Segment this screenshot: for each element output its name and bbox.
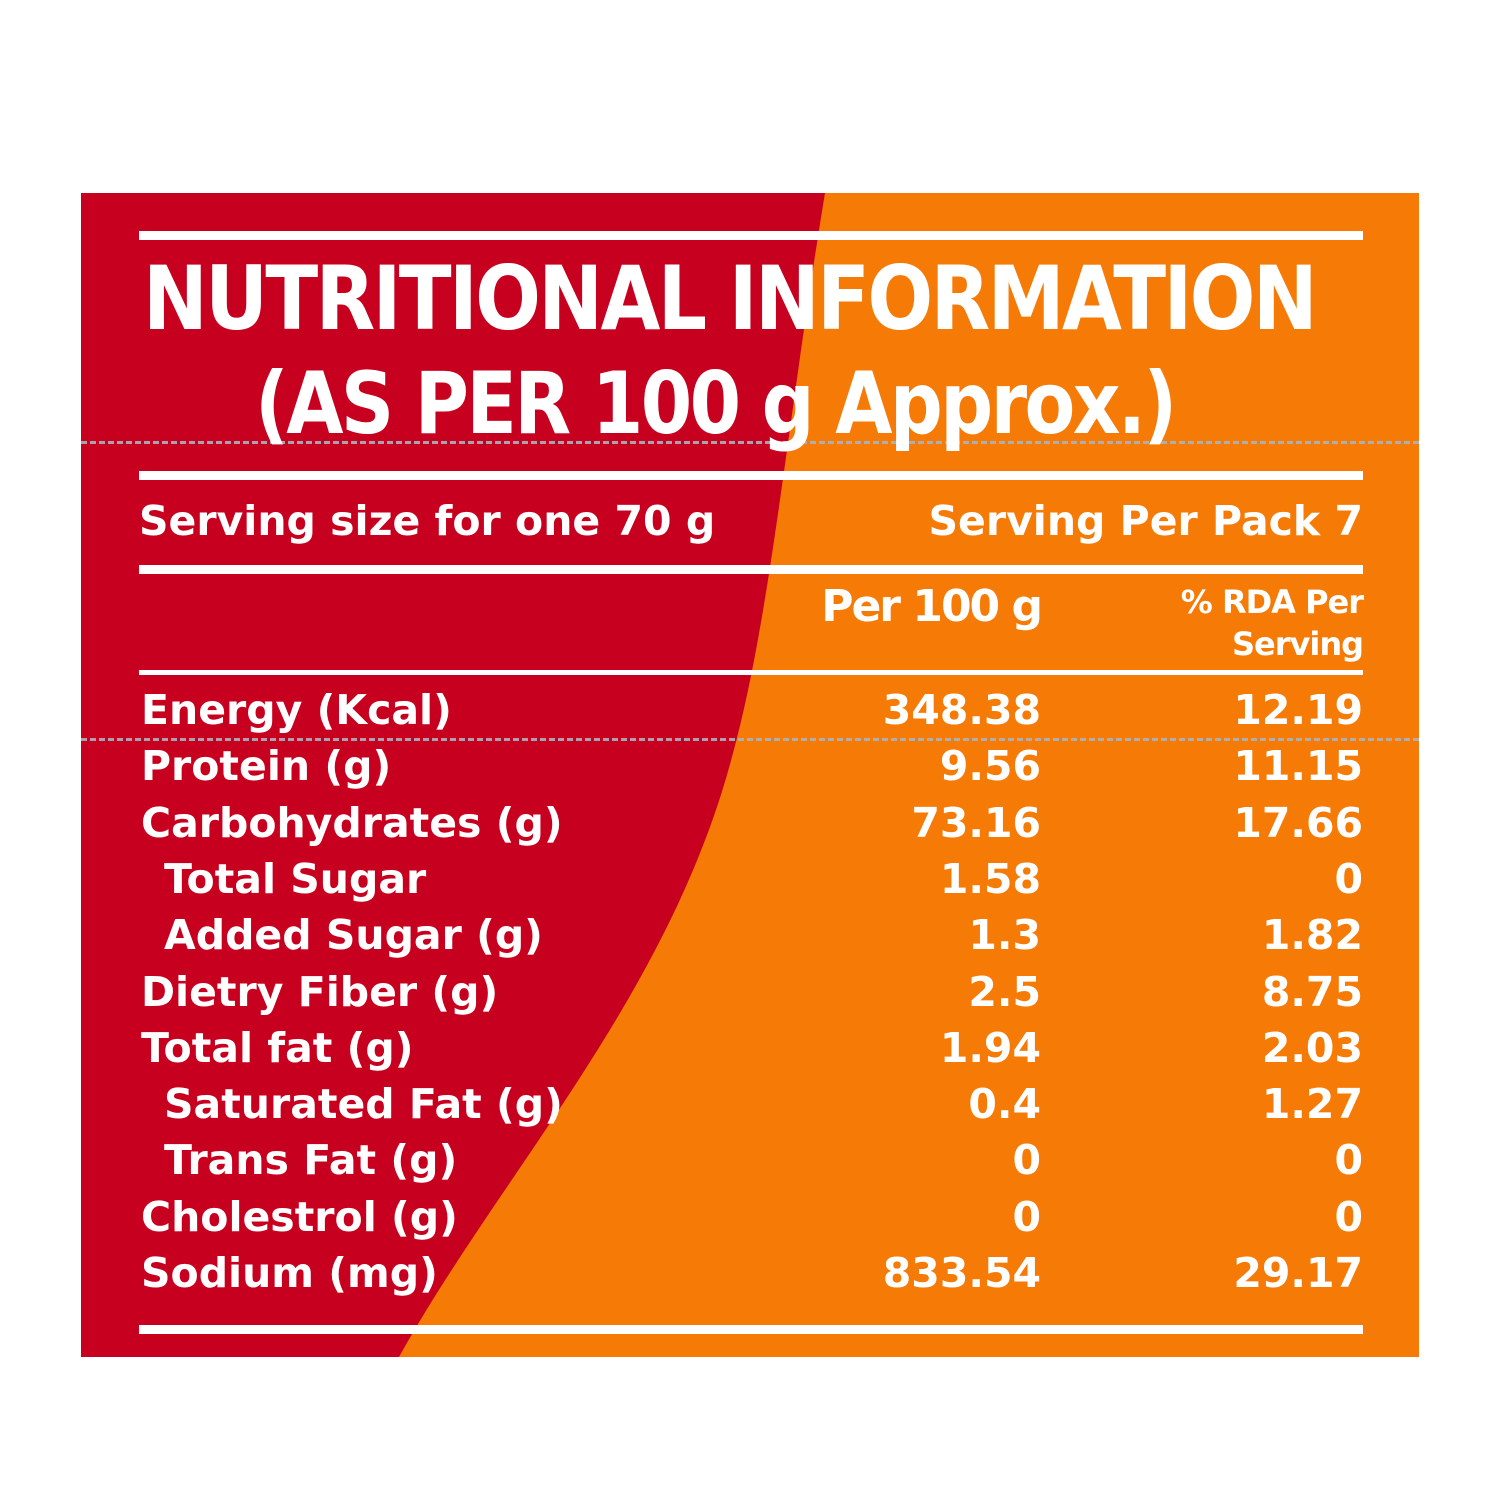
top-rule: [139, 231, 1363, 240]
title-line-2: (AS PER 100 g Approx.): [255, 354, 1177, 454]
column-header-per-100g: Per 100 g: [821, 581, 1043, 632]
value-rda-per-serving: 29.17: [1233, 1249, 1363, 1297]
value-per-100g: 1.94: [939, 1024, 1041, 1072]
nutrient-name: Total fat (g): [141, 1024, 414, 1072]
table-row: Total Sugar 1.58 0: [81, 851, 1419, 907]
serving-bottom-rule: [139, 565, 1363, 574]
value-per-100g: 833.54: [882, 1249, 1041, 1297]
value-per-100g: 1.58: [939, 855, 1041, 903]
table-bottom-rule: [139, 1325, 1363, 1334]
value-rda-per-serving: 12.19: [1233, 686, 1363, 734]
nutrient-name: Protein (g): [141, 742, 392, 790]
value-rda-per-serving: 11.15: [1233, 742, 1363, 790]
value-per-100g: 0: [1012, 1136, 1041, 1184]
red-background: [81, 193, 825, 1357]
nutrient-name: Carbohydrates (g): [141, 799, 563, 847]
value-rda-per-serving: 17.66: [1233, 799, 1363, 847]
column-header-rda-line-1: % RDA Per: [1180, 583, 1364, 621]
dashed-guide-top: [81, 441, 1419, 444]
value-per-100g: 0.4: [968, 1080, 1041, 1128]
title-line-1: NUTRITIONAL INFORMATION: [143, 247, 1318, 350]
value-rda-per-serving: 0: [1334, 855, 1363, 903]
column-header-rda-line-2: Serving: [1231, 625, 1364, 663]
table-row: Carbohydrates (g) 73.16 17.66: [81, 795, 1419, 851]
nutrient-name: Saturated Fat (g): [164, 1080, 563, 1128]
nutrient-name: Sodium (mg): [141, 1249, 438, 1297]
table-row: Dietry Fiber (g) 2.5 8.75: [81, 964, 1419, 1020]
table-row: Added Sugar (g) 1.3 1.82: [81, 907, 1419, 963]
value-rda-per-serving: 0: [1334, 1136, 1363, 1184]
value-rda-per-serving: 0: [1334, 1193, 1363, 1241]
value-rda-per-serving: 2.03: [1261, 1024, 1363, 1072]
table-row: Cholestrol (g) 0 0: [81, 1189, 1419, 1245]
value-per-100g: 0: [1012, 1193, 1041, 1241]
table-row: Saturated Fat (g) 0.4 1.27: [81, 1076, 1419, 1132]
table-row: Total fat (g) 1.94 2.03: [81, 1020, 1419, 1076]
nutrient-name: Added Sugar (g): [164, 911, 543, 959]
serving-per-pack: Serving Per Pack 7: [928, 497, 1363, 545]
value-per-100g: 2.5: [968, 968, 1041, 1016]
nutrient-name: Total Sugar: [164, 855, 427, 903]
title-bottom-rule: [139, 471, 1363, 480]
value-per-100g: 1.3: [968, 911, 1041, 959]
nutrient-name: Dietry Fiber (g): [141, 968, 499, 1016]
table-row: Sodium (mg) 833.54 29.17: [81, 1245, 1419, 1301]
table-row: Trans Fat (g) 0 0: [81, 1132, 1419, 1188]
value-per-100g: 348.38: [882, 686, 1041, 734]
nutrient-name: Cholestrol (g): [141, 1193, 458, 1241]
nutrition-panel: NUTRITIONAL INFORMATION (AS PER 100 g Ap…: [81, 193, 1419, 1357]
serving-size: Serving size for one 70 g: [139, 497, 716, 545]
value-rda-per-serving: 8.75: [1261, 968, 1363, 1016]
value-per-100g: 73.16: [911, 799, 1041, 847]
dashed-guide-middle: [81, 738, 1419, 741]
panel-background: [81, 193, 1419, 1357]
table-row: Energy (Kcal) 348.38 12.19: [81, 682, 1419, 738]
header-bottom-rule: [139, 670, 1363, 675]
nutrient-name: Energy (Kcal): [141, 686, 452, 734]
nutrient-name: Trans Fat (g): [164, 1136, 458, 1184]
value-per-100g: 9.56: [939, 742, 1041, 790]
value-rda-per-serving: 1.27: [1261, 1080, 1363, 1128]
value-rda-per-serving: 1.82: [1261, 911, 1363, 959]
column-header-rda: % RDA Per Serving: [1103, 581, 1364, 665]
table-row: Protein (g) 9.56 11.15: [81, 738, 1419, 794]
